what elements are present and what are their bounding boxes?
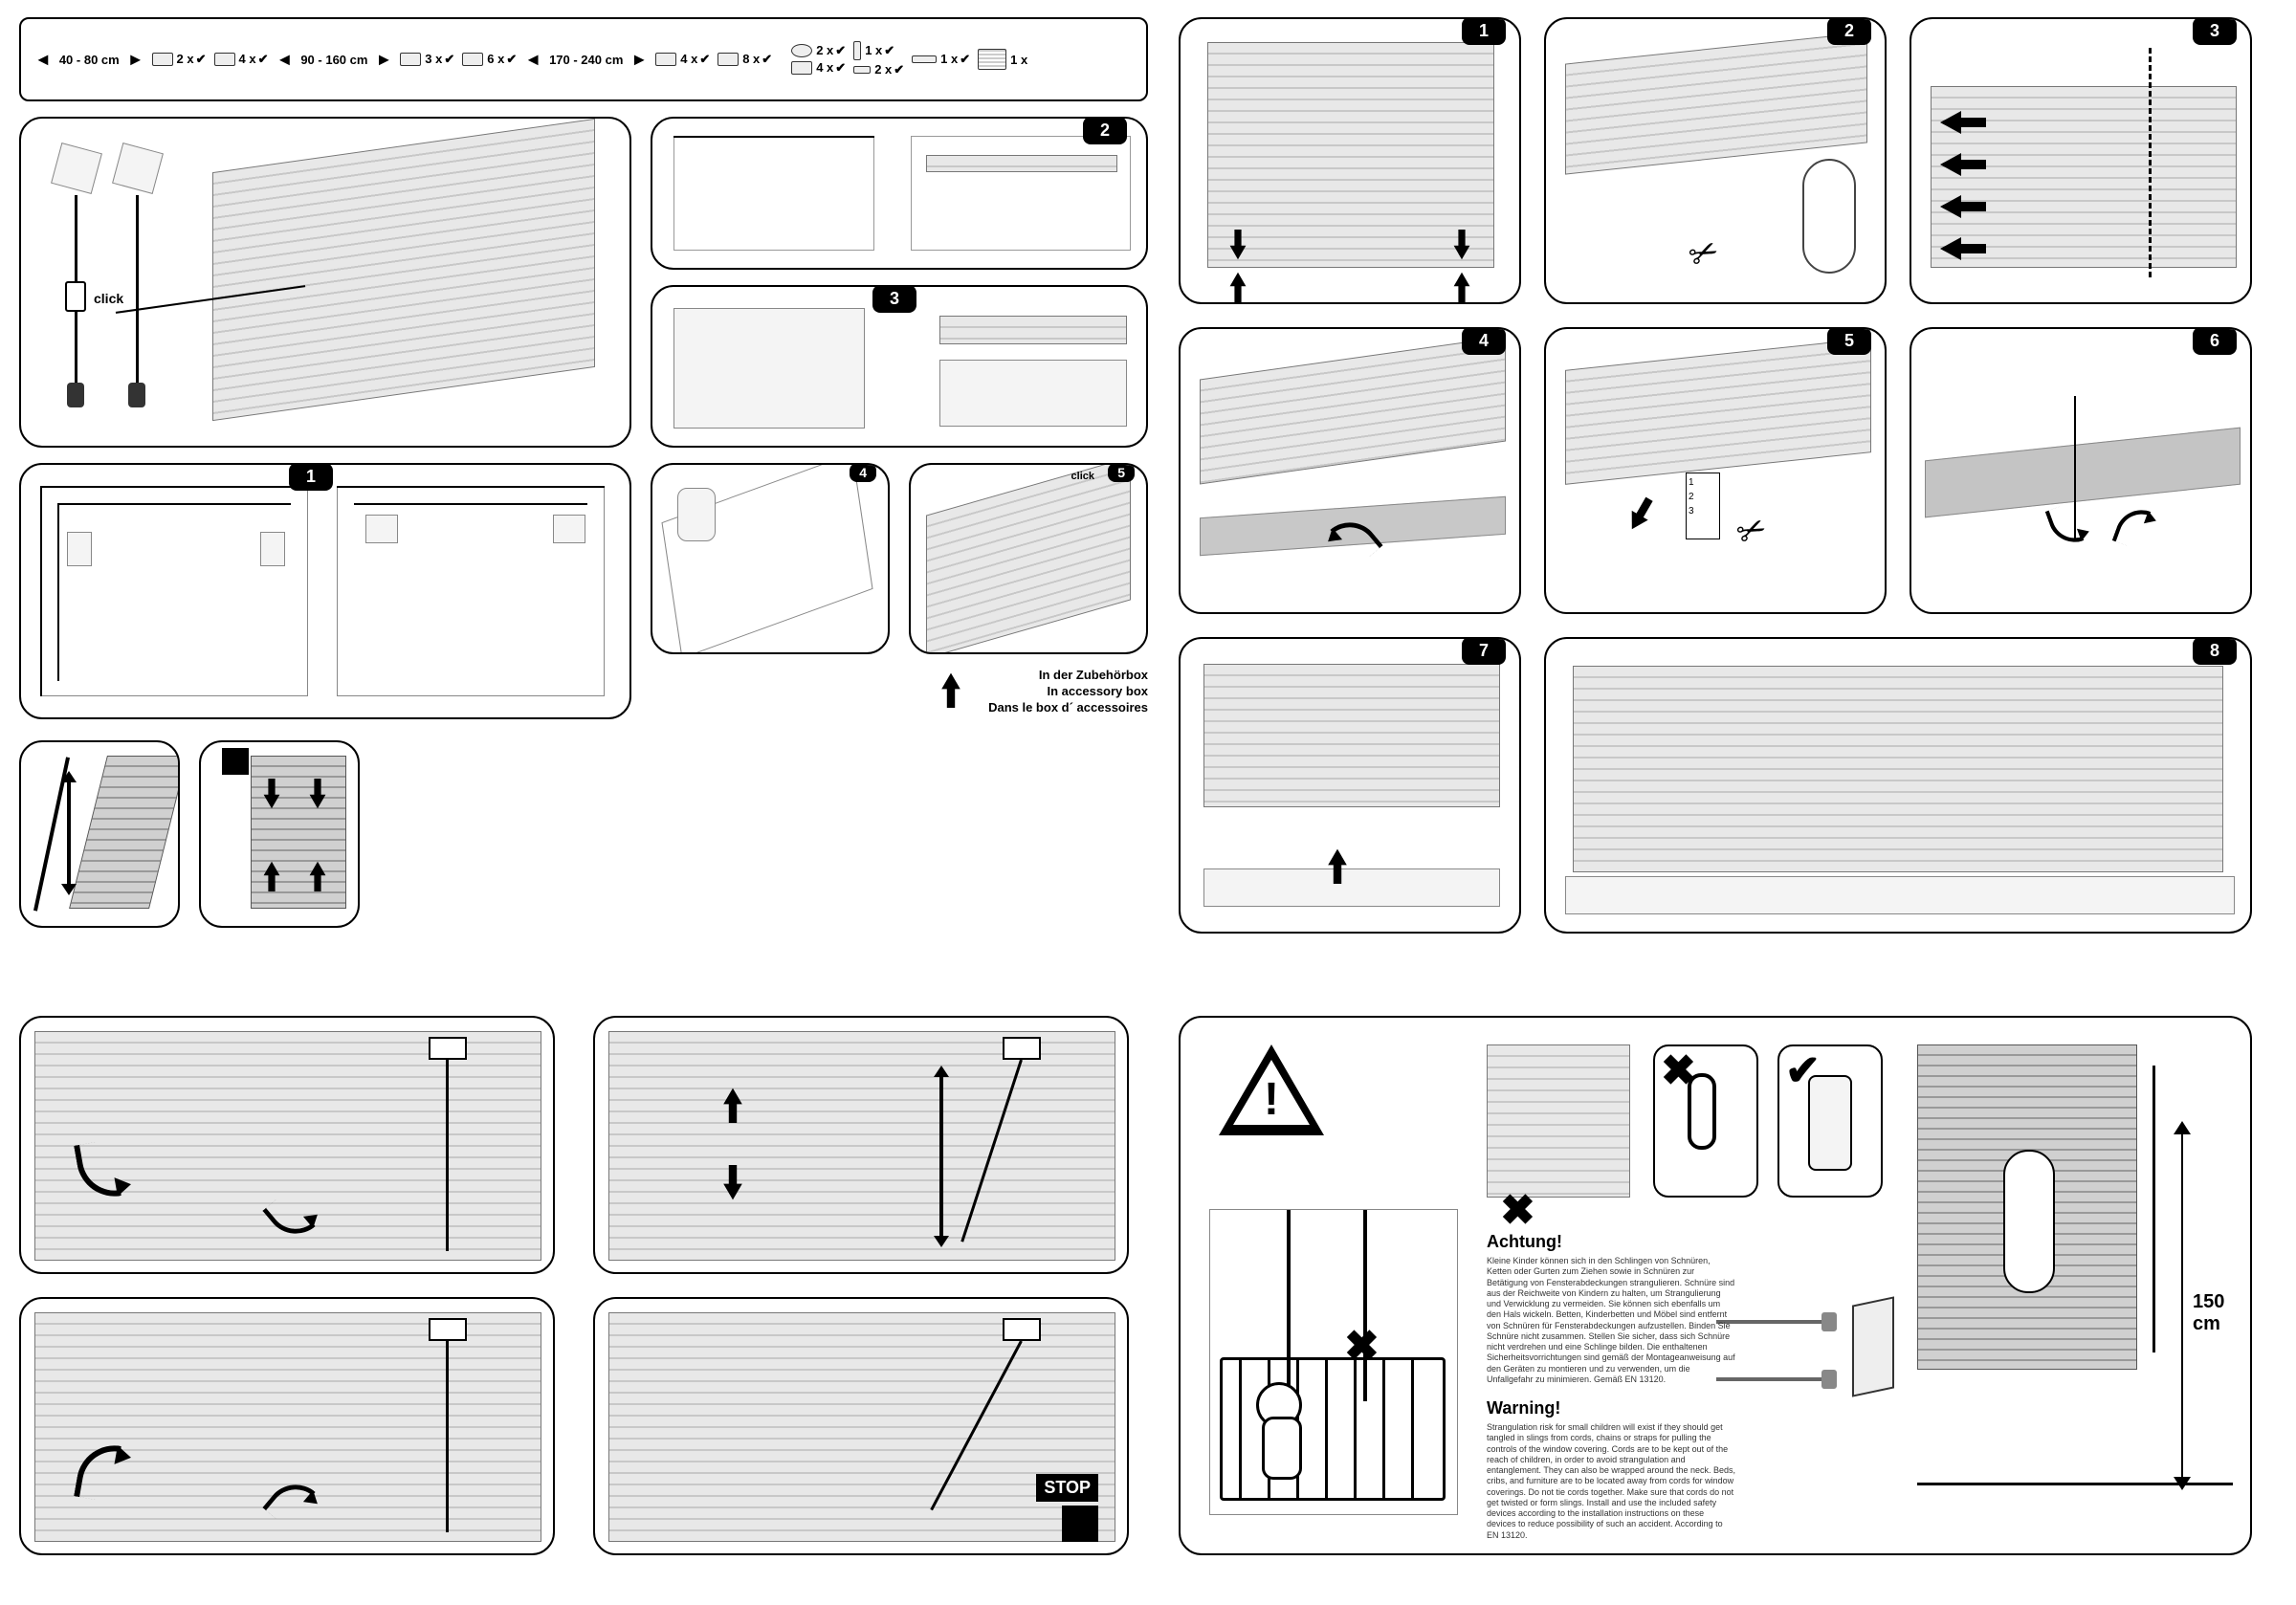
arrow-right-icon: ► — [127, 50, 144, 70]
qty-extra-e: 1 x — [940, 52, 970, 67]
panel-safety: ! ✖ ✖ ✖ ✔ 150 cm Achtung! — [1179, 1016, 2252, 1555]
crib-illustration: ✖ — [1209, 1209, 1458, 1515]
arrow-right-icon: ► — [375, 50, 392, 70]
panel-cut-6: 6 — [1910, 327, 2252, 614]
qty-extra-a: 2 x — [816, 43, 846, 58]
range-1: 40 - 80 cm — [59, 53, 120, 67]
achtung-block: Achtung! Kleine Kinder können sich in de… — [1487, 1232, 1735, 1385]
panel-cut-1: 1 — [1179, 17, 1521, 304]
step-badge-c5: 5 — [1827, 327, 1871, 355]
x-mark-icon: ✖ — [1500, 1186, 1535, 1235]
step-badge-5-small: 5 — [1108, 463, 1135, 482]
scissors-icon: ✂ — [1683, 230, 1726, 278]
arrow-left-icon: ◄ — [524, 50, 541, 70]
stop-square — [1062, 1506, 1098, 1542]
accessory-note: In der Zubehörbox In accessory box Dans … — [966, 668, 1148, 716]
panel-cut-7: 7 — [1179, 637, 1521, 934]
arrow-left-icon: ◄ — [34, 50, 52, 70]
qty-r1b: 4 x — [239, 52, 269, 67]
arrow-left-icon: ◄ — [276, 50, 294, 70]
accessory-fr: Dans le box d´ accessoires — [966, 700, 1148, 716]
click-label-2: click — [1071, 471, 1094, 482]
qty-r3a: 4 x — [680, 52, 710, 67]
step-badge-c8: 8 — [2193, 637, 2237, 665]
range-3: 170 - 240 cm — [549, 53, 623, 67]
x-mark-icon: ✖ — [1661, 1046, 1696, 1095]
achtung-body: Kleine Kinder können sich in den Schling… — [1487, 1256, 1735, 1385]
panel-cut-5: 5 123 ✂ — [1544, 327, 1887, 614]
panel-cut-4: 4 — [1179, 327, 1521, 614]
qty-r3b: 8 x — [742, 52, 772, 67]
range-2: 90 - 160 cm — [300, 53, 367, 67]
qty-r1a: 2 x — [177, 52, 207, 67]
achtung-title: Achtung! — [1487, 1232, 1735, 1252]
step-badge-c3: 3 — [2193, 17, 2237, 45]
arrow-up-icon — [938, 670, 964, 693]
click-label: click — [94, 291, 123, 306]
x-mark-icon: ✖ — [1344, 1322, 1380, 1371]
step-badge-c4: 4 — [1462, 327, 1506, 355]
parts-list-strip: ◄ 40 - 80 cm ► 2 x 4 x ◄ 90 - 160 cm ► 3… — [19, 17, 1148, 101]
panel-step-2: 2 — [651, 117, 1148, 270]
panel-op-3 — [19, 1297, 555, 1555]
warning-triangle-icon: ! — [1219, 1044, 1324, 1135]
panel-cut-8: 8 — [1544, 637, 2252, 934]
panel-op-1 — [19, 1016, 555, 1274]
panel-overview: click — [19, 117, 631, 448]
qty-extra-d: 2 x — [874, 62, 904, 77]
panel-op-4: STOP — [593, 1297, 1129, 1555]
qty-extra-c: 1 x — [865, 43, 894, 58]
warning-body: Strangulation risk for small children wi… — [1487, 1422, 1735, 1541]
step-badge-1: 1 — [289, 463, 333, 491]
stop-label: STOP — [1036, 1474, 1098, 1502]
arrow-right-icon: ► — [630, 50, 648, 70]
panel-cut-2: 2 ✂ — [1544, 17, 1887, 304]
step-badge-4-small: 4 — [850, 463, 876, 482]
qty-extra-b: 4 x — [816, 60, 846, 76]
panel-cut-3: 3 — [1910, 17, 2252, 304]
step-badge-2: 2 — [1083, 117, 1127, 144]
panel-step-3: 3 — [651, 285, 1148, 448]
panel-step-1-left: 1 — [19, 463, 631, 719]
panel-step-5: 5 click — [909, 463, 1148, 654]
step-badge-c6: 6 — [2193, 327, 2237, 355]
panel-tilt-wand — [19, 740, 180, 928]
scissors-icon: ✂ — [1731, 507, 1774, 556]
panel-raise-lower — [199, 740, 360, 928]
panel-step-4: 4 — [651, 463, 890, 654]
step-badge-c2: 2 — [1827, 17, 1871, 45]
warning-block: Warning! Strangulation risk for small ch… — [1487, 1398, 1735, 1541]
accessory-en: In accessory box — [966, 684, 1148, 700]
step-badge-3: 3 — [872, 285, 916, 313]
qty-r2a: 3 x — [425, 52, 454, 67]
step-badge-c7: 7 — [1462, 637, 1506, 665]
panel-op-2 — [593, 1016, 1129, 1274]
step-badge-c1: 1 — [1462, 17, 1506, 45]
dimension-150cm: 150 cm — [2193, 1291, 2250, 1335]
qty-extra-f: 1 x — [1010, 53, 1027, 67]
warning-title: Warning! — [1487, 1398, 1735, 1418]
qty-r2b: 6 x — [487, 52, 517, 67]
accessory-de: In der Zubehörbox — [966, 668, 1148, 684]
